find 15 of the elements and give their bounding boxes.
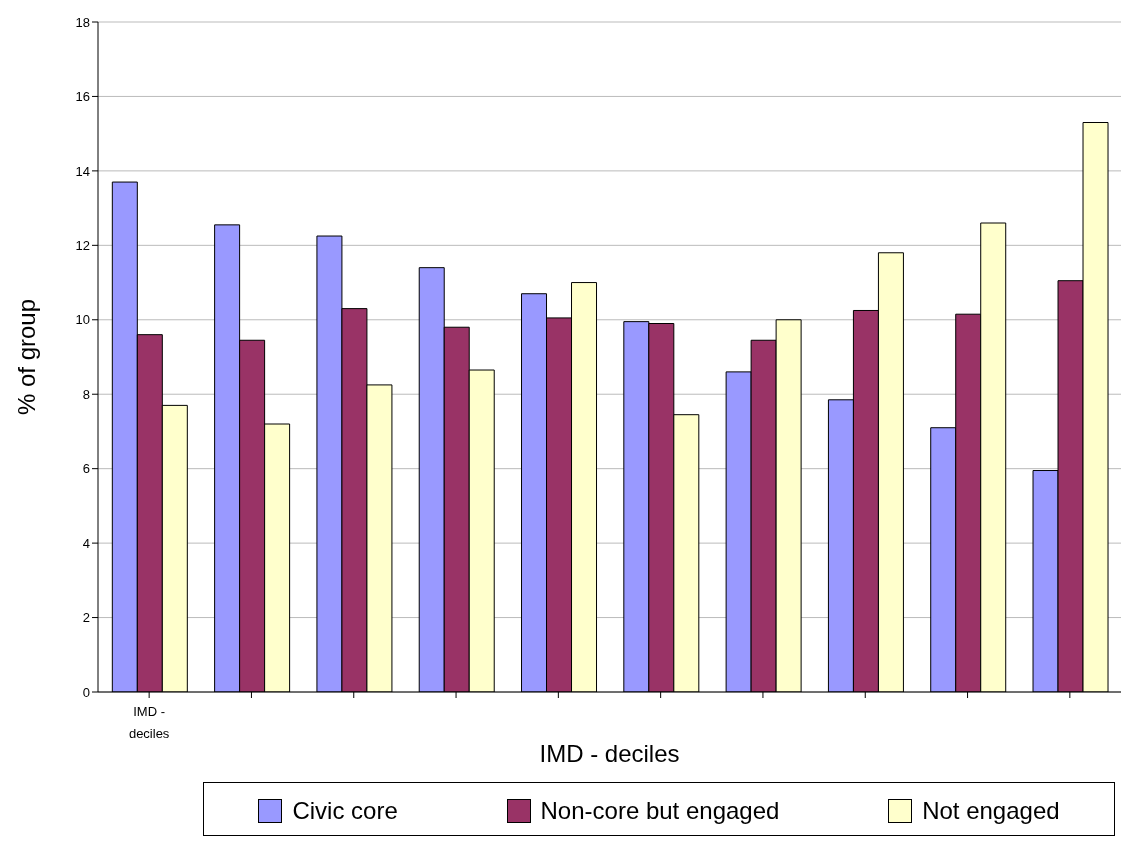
y-tick-label: 18 — [75, 14, 90, 30]
y-tick-label: 16 — [75, 89, 90, 105]
x-axis-title: IMD - deciles — [539, 740, 680, 767]
legend-label: Civic core — [291, 797, 398, 825]
y-tick-label: 8 — [82, 386, 90, 402]
y-tick-label: 0 — [82, 684, 90, 700]
legend-label: Not engaged — [921, 797, 1060, 825]
y-tick-label: 4 — [82, 535, 90, 551]
y-tick-label: 2 — [82, 610, 90, 626]
y-tick-label: 12 — [75, 237, 90, 253]
y-axis-title: % of group — [12, 298, 40, 416]
legend-label: Non-core but engaged — [539, 797, 780, 825]
y-tick-label: 10 — [75, 312, 90, 328]
y-tick-label: 6 — [82, 461, 90, 477]
y-tick-label: 14 — [75, 163, 90, 179]
